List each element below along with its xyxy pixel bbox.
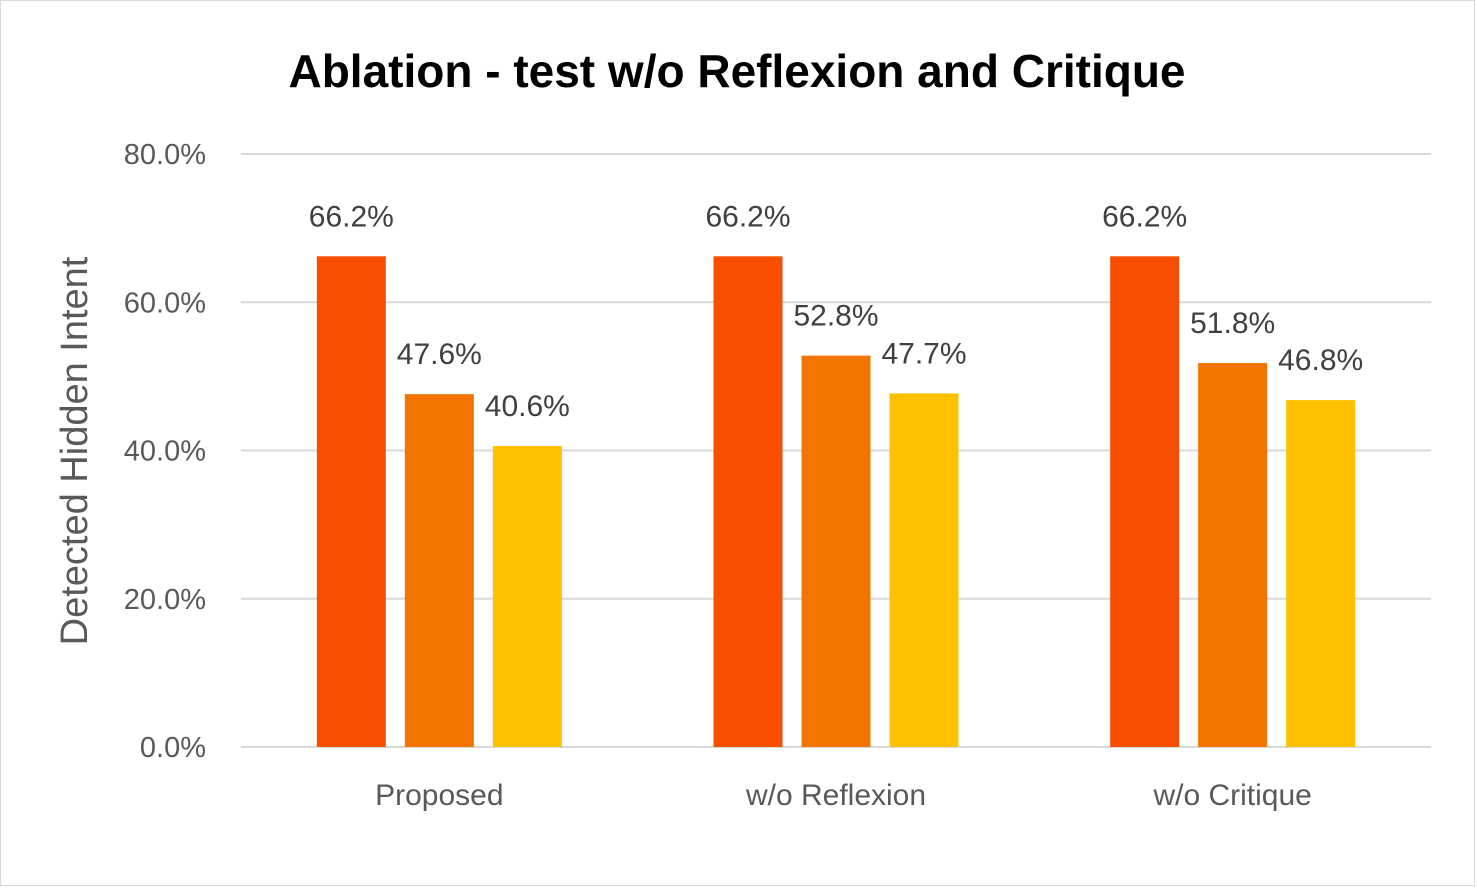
data-label: 66.2% [1102,200,1187,233]
x-category-labels: Proposed w/o Reflexion w/o Critique [375,779,1312,812]
data-labels: 66.2% 47.6%40.6% 66.2% 52.8%47.7% 66.2% 51.8%… [309,200,1363,423]
x-category-label: w/o Critique [1152,779,1311,812]
y-tick-label: 20.0% [124,584,206,616]
data-label: 40.6% [485,390,570,423]
data-label: 47.6% [397,338,482,371]
y-tick-label: 80.0% [124,139,206,171]
bar [492,446,562,747]
bars [316,256,1356,747]
data-label: 47.7% [881,337,966,370]
data-label: 66.2% [705,200,790,233]
bar [1286,400,1356,747]
data-label: 51.8% [1190,307,1275,340]
bar [713,256,783,747]
bar [316,256,386,747]
bar [404,394,474,747]
bar [801,355,871,747]
y-axis-label: Detected Hidden Intent [54,256,96,645]
chart-title: Ablation - test w/o Reflexion and Critiq… [288,45,1185,97]
y-tick-label: 60.0% [124,287,206,319]
x-category-label: Proposed [375,779,503,812]
data-label: 66.2% [309,200,394,233]
data-label: 52.8% [793,300,878,333]
y-tick-label: 0.0% [140,732,206,764]
y-tick-labels: 0.0% 20.0% 40.0% 60.0% 80.0% [124,139,206,764]
data-label: 46.8% [1278,344,1363,377]
x-category-label: w/o Reflexion [745,779,926,812]
bar [889,393,959,747]
bar [1198,363,1268,747]
bar [1110,256,1180,747]
y-tick-label: 40.0% [124,436,206,468]
